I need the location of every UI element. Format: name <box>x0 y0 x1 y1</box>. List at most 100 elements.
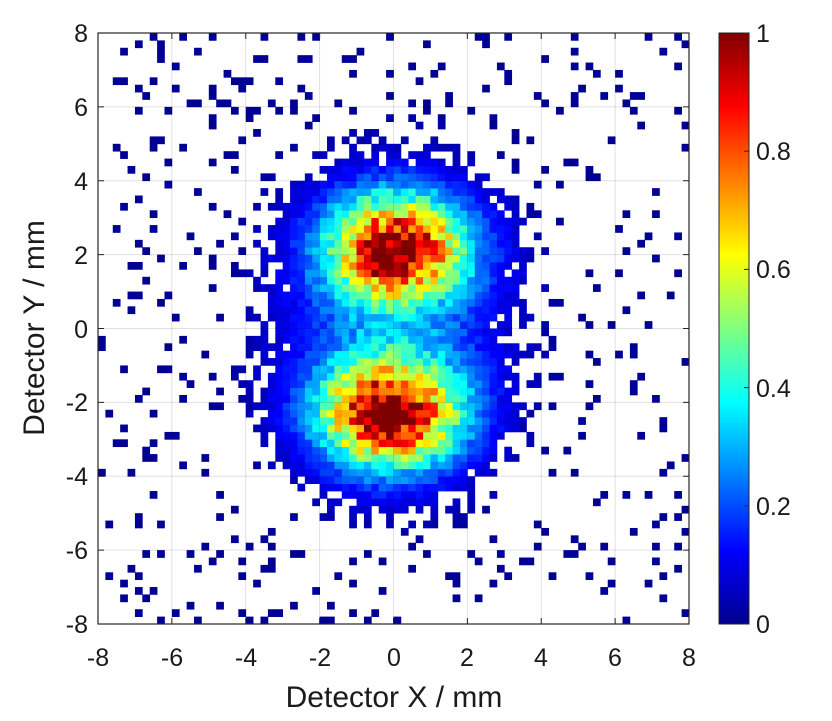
heatmap-cell <box>282 313 291 322</box>
heatmap-cell <box>363 372 372 381</box>
heatmap-cell <box>378 202 387 211</box>
heatmap-cell <box>327 269 335 278</box>
heatmap-cell <box>297 313 306 322</box>
heatmap-cell <box>253 106 261 115</box>
heatmap-cell <box>371 350 380 359</box>
heatmap-cell <box>459 313 468 322</box>
heatmap-cell <box>592 173 601 182</box>
heatmap-cell <box>452 284 461 292</box>
heatmap-cell <box>592 394 601 403</box>
heatmap-cell <box>386 476 394 484</box>
heatmap-cell <box>408 343 417 352</box>
heatmap-cell <box>267 254 276 263</box>
heatmap-cell <box>304 446 313 455</box>
heatmap-cell <box>260 284 269 292</box>
heatmap-cell <box>290 372 298 381</box>
heatmap-cell <box>304 358 313 366</box>
heatmap-cell <box>349 335 357 344</box>
heatmap-cell <box>400 262 409 270</box>
heatmap-cell <box>282 461 291 470</box>
heatmap-cell <box>149 33 158 41</box>
heatmap-cell <box>371 409 380 418</box>
heatmap-cell <box>327 239 335 248</box>
heatmap-cell <box>216 491 224 499</box>
heatmap-cell <box>408 431 417 440</box>
heatmap-cell <box>452 195 461 204</box>
heatmap-cell <box>349 358 357 366</box>
heatmap-cell <box>511 217 520 226</box>
heatmap-cell <box>437 262 446 270</box>
heatmap-cell <box>519 402 527 411</box>
heatmap-cell <box>408 313 417 322</box>
heatmap-cell <box>304 461 313 470</box>
heatmap-cell <box>415 321 424 329</box>
heatmap-cell <box>319 417 328 425</box>
heatmap-cell <box>408 461 417 470</box>
heatmap-cell <box>467 417 476 425</box>
heatmap-cell <box>541 165 549 174</box>
heatmap-cell <box>445 387 453 396</box>
heatmap-cell <box>304 402 313 411</box>
heatmap-cell <box>496 62 505 71</box>
heatmap-cell <box>327 210 335 219</box>
heatmap-cell <box>570 535 579 544</box>
heatmap-cell <box>297 358 306 366</box>
heatmap-cell <box>467 550 476 558</box>
heatmap-cell <box>393 461 402 470</box>
heatmap-cell <box>297 262 306 270</box>
heatmap-cell <box>171 313 180 322</box>
heatmap-cell <box>600 92 609 100</box>
heatmap-cell <box>430 143 439 152</box>
heatmap-cell <box>290 350 298 359</box>
heatmap-cell <box>430 210 439 219</box>
heatmap-cell <box>319 276 328 285</box>
heatmap-cell <box>275 402 284 411</box>
heatmap-cell <box>290 99 298 108</box>
heatmap-cell <box>356 247 365 255</box>
heatmap-cell <box>674 33 682 41</box>
heatmap-cell <box>245 306 254 315</box>
heatmap-cell <box>378 461 387 470</box>
heatmap-cell <box>393 298 402 307</box>
heatmap-cell <box>459 291 468 300</box>
heatmap-cell <box>445 298 453 307</box>
heatmap-cell <box>319 180 328 189</box>
heatmap-cell <box>386 387 394 396</box>
heatmap-cell <box>452 269 461 278</box>
heatmap-cell <box>112 298 121 307</box>
heatmap-cell <box>378 210 387 219</box>
heatmap-cell <box>423 232 431 241</box>
heatmap-cell <box>511 232 520 241</box>
heatmap-cell <box>253 461 261 470</box>
heatmap-cell <box>112 77 121 86</box>
heatmap-cell <box>415 365 424 374</box>
heatmap-cell <box>312 291 320 300</box>
heatmap-cell <box>378 284 387 292</box>
heatmap-cell <box>349 306 357 315</box>
heatmap-cell <box>489 343 498 352</box>
heatmap-cell <box>467 306 476 315</box>
heatmap-cell <box>467 358 476 366</box>
heatmap-cell <box>267 173 276 182</box>
heatmap-cell <box>496 298 505 307</box>
y-tick-label: -4 <box>66 463 88 491</box>
heatmap-cell <box>504 306 513 315</box>
heatmap-cell <box>312 284 320 292</box>
heatmap-cell <box>253 313 261 322</box>
heatmap-cell <box>327 188 335 196</box>
heatmap-cell <box>386 247 394 255</box>
heatmap-cell <box>282 387 291 396</box>
heatmap-cell <box>312 313 320 322</box>
heatmap-cell <box>415 454 424 462</box>
heatmap-cell <box>341 202 350 211</box>
heatmap-cell <box>511 380 520 388</box>
heatmap-cell <box>349 387 357 396</box>
heatmap-cell <box>452 454 461 462</box>
heatmap-cell <box>290 217 298 226</box>
heatmap-cell <box>327 195 335 204</box>
heatmap-cell <box>400 387 409 396</box>
heatmap-cell <box>415 380 424 388</box>
heatmap-cell <box>282 217 291 226</box>
heatmap-cell <box>430 262 439 270</box>
heatmap-cell <box>230 262 239 270</box>
